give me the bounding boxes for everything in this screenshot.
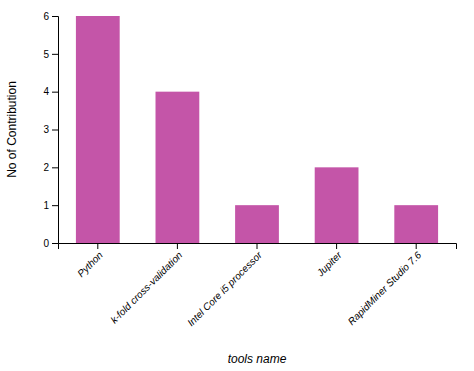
x-axis-line <box>59 244 457 250</box>
x-tick-mark <box>336 243 337 249</box>
x-tick: RapidMiner Studio 7.6 <box>346 243 424 327</box>
y-tick: 5 <box>43 49 58 60</box>
x-tick-mark <box>257 243 258 249</box>
x-tick-label: Python <box>75 249 105 279</box>
y-tick: 3 <box>43 124 58 135</box>
y-tick: 2 <box>43 162 58 173</box>
y-tick-mark <box>52 167 58 168</box>
chart: Pythonk-fold cross-validationIntel Core … <box>0 0 474 371</box>
y-tick-mark <box>52 243 58 244</box>
x-tick: k-fold cross-validation <box>108 243 184 326</box>
y-tick-label: 4 <box>43 86 49 97</box>
y-tick-label: 6 <box>43 11 49 22</box>
y-axis-line <box>52 17 59 244</box>
bars <box>76 16 438 243</box>
y-tick-mark <box>52 16 58 17</box>
x-axis: Pythonk-fold cross-validationIntel Core … <box>59 243 457 328</box>
x-tick-mark <box>97 243 98 249</box>
x-axis-title: tools name <box>228 352 287 366</box>
x-tick: Jupiter <box>314 243 344 279</box>
y-axis-title: No of Contribution <box>5 81 19 178</box>
y-tick-mark <box>52 92 58 93</box>
x-tick: Python <box>75 243 105 279</box>
y-tick: 1 <box>43 200 58 211</box>
x-tick-label: k-fold cross-validation <box>108 249 184 325</box>
bar <box>394 205 438 243</box>
x-tick-label: Intel Core i5 processor <box>185 249 264 328</box>
y-tick: 6 <box>43 11 58 22</box>
y-tick: 4 <box>43 86 58 97</box>
bar <box>315 167 359 243</box>
y-tick-label: 3 <box>43 124 49 135</box>
x-tick-label: RapidMiner Studio 7.6 <box>346 249 424 327</box>
x-tick: Intel Core i5 processor <box>185 243 264 328</box>
y-tick-label: 5 <box>43 49 49 60</box>
y-tick-label: 1 <box>43 200 49 211</box>
y-axis: 0 1 2 3 4 5 6 <box>43 11 58 249</box>
bar <box>235 205 279 243</box>
y-tick-label: 2 <box>43 162 49 173</box>
y-tick-mark <box>52 54 58 55</box>
y-tick-mark <box>52 130 58 131</box>
bar <box>76 16 120 243</box>
bar <box>156 92 200 243</box>
plot: Pythonk-fold cross-validationIntel Core … <box>43 11 456 329</box>
y-tick-mark <box>52 205 58 206</box>
x-tick-mark <box>177 243 178 249</box>
x-tick-mark <box>416 243 417 249</box>
y-tick: 0 <box>43 238 58 249</box>
y-tick-label: 0 <box>43 238 49 249</box>
x-tick-label: Jupiter <box>314 249 344 279</box>
